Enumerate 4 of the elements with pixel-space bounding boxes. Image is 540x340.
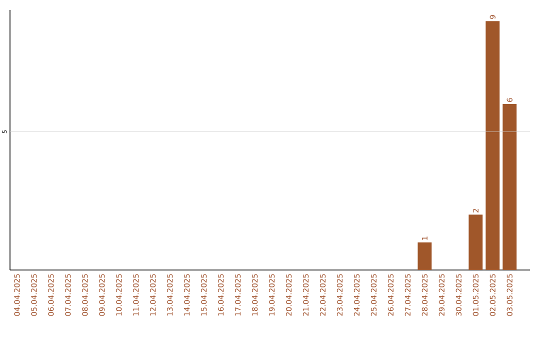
bar xyxy=(418,242,432,270)
bar xyxy=(502,104,517,270)
bar xyxy=(468,214,483,270)
bar xyxy=(486,21,500,270)
